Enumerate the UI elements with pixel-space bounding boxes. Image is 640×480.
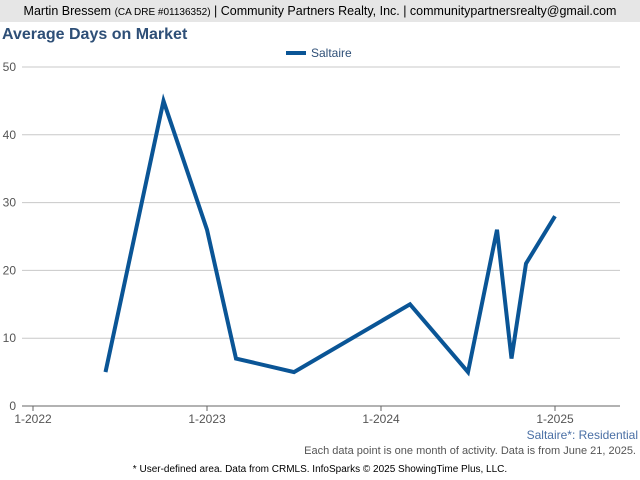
y-tick-label: 50 [3,60,17,74]
x-tick-label: 1-2022 [14,412,52,426]
agent-name: Martin Bressem [23,4,112,18]
area-subtitle: Saltaire*: Residential [526,428,638,442]
chart-title: Average Days on Market [2,26,188,43]
agent-license: (CA DRE #01136352) [114,7,211,18]
legend-swatch [286,51,306,55]
x-tick-label: 1-2023 [188,412,226,426]
legend: Saltaire [286,46,352,60]
x-tick-label: 1-2025 [536,412,574,426]
company-info: | Community Partners Realty, Inc. | comm… [214,4,617,18]
x-tick-label: 1-2024 [362,412,400,426]
y-tick-label: 40 [3,128,17,142]
activity-note: Each data point is one month of activity… [304,445,636,457]
y-tick-label: 10 [3,331,17,345]
y-tick-label: 20 [3,263,17,277]
series-line-saltaire [103,93,557,377]
y-tick-label: 30 [3,196,17,210]
y-tick-label: 0 [9,399,16,413]
legend-label: Saltaire [311,46,352,60]
footer-note: * User-defined area. Data from CRMLS. In… [132,464,508,475]
header-bar: Martin Bressem (CA DRE #01136352) | Comm… [0,0,640,22]
